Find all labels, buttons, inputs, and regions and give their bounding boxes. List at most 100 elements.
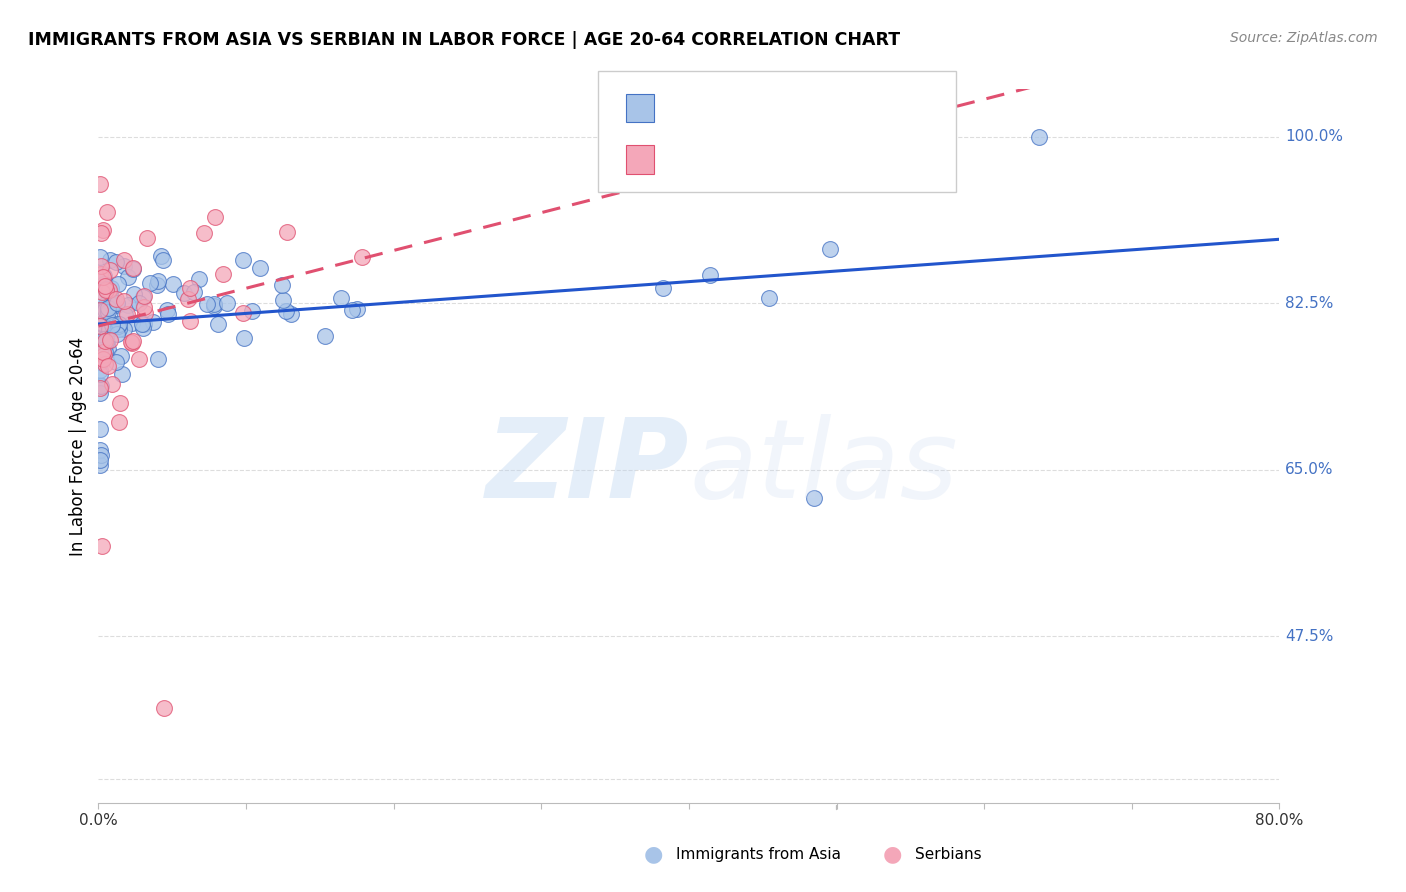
Point xyxy=(146,351,169,366)
Point xyxy=(195,297,218,311)
Point xyxy=(202,299,225,313)
Point xyxy=(97,301,120,315)
Text: 100.0%: 100.0% xyxy=(1285,129,1343,145)
Point xyxy=(271,278,294,293)
Point xyxy=(96,336,118,351)
Text: ●: ● xyxy=(644,845,664,864)
Point xyxy=(104,255,127,269)
Point xyxy=(121,335,143,350)
Point xyxy=(96,297,118,311)
Point xyxy=(139,276,162,290)
Point xyxy=(122,260,145,275)
Point xyxy=(142,315,165,329)
Point xyxy=(162,277,184,291)
Point xyxy=(93,268,115,283)
Point xyxy=(93,351,115,366)
Point xyxy=(207,317,229,331)
Point xyxy=(96,205,118,219)
Point xyxy=(112,253,135,268)
Point xyxy=(120,334,142,349)
Point xyxy=(93,345,115,359)
Point xyxy=(134,306,156,320)
Point xyxy=(98,333,121,347)
Point xyxy=(89,368,111,382)
Point xyxy=(100,281,122,295)
Text: 107: 107 xyxy=(794,101,824,115)
Point xyxy=(131,318,153,332)
Point xyxy=(117,297,139,311)
Point xyxy=(132,301,155,315)
Point xyxy=(94,278,117,293)
Point xyxy=(96,359,118,374)
Point xyxy=(91,345,114,359)
Point xyxy=(90,226,112,240)
Text: N =: N = xyxy=(756,153,796,167)
Point xyxy=(101,377,124,392)
Text: 47.5%: 47.5% xyxy=(1285,629,1333,644)
Point xyxy=(179,314,201,328)
Point xyxy=(100,297,122,311)
Point xyxy=(89,267,111,281)
Point xyxy=(89,319,111,334)
Point xyxy=(91,322,114,336)
Point xyxy=(97,285,120,299)
Text: Serbians: Serbians xyxy=(915,847,981,862)
Point xyxy=(202,297,225,311)
Point xyxy=(94,331,117,345)
Point xyxy=(108,321,131,335)
Point xyxy=(330,291,353,305)
Point xyxy=(187,272,209,286)
Point xyxy=(249,261,271,276)
Point xyxy=(96,303,118,318)
Point xyxy=(90,449,112,463)
Point xyxy=(89,363,111,377)
Point xyxy=(280,307,302,321)
Point xyxy=(89,385,111,400)
Point xyxy=(90,317,112,331)
Point xyxy=(803,491,825,506)
Point xyxy=(276,225,298,239)
Point xyxy=(94,303,117,318)
Point xyxy=(146,277,169,292)
Text: ●: ● xyxy=(883,845,903,864)
Point xyxy=(89,458,111,472)
Point xyxy=(89,378,111,392)
Text: Source: ZipAtlas.com: Source: ZipAtlas.com xyxy=(1230,31,1378,45)
Point xyxy=(156,302,179,317)
Point xyxy=(91,223,114,237)
Point xyxy=(350,250,373,264)
Point xyxy=(232,306,254,320)
Text: 0.205: 0.205 xyxy=(700,153,744,167)
Point xyxy=(89,303,111,318)
Point xyxy=(89,343,111,357)
Point xyxy=(122,286,145,301)
Point xyxy=(240,304,263,318)
Point xyxy=(156,307,179,321)
Point xyxy=(89,378,111,392)
Point xyxy=(101,318,124,333)
Point xyxy=(105,326,128,341)
Point xyxy=(204,210,226,224)
Point xyxy=(97,284,120,298)
Point xyxy=(97,343,120,357)
Point xyxy=(96,335,118,350)
Point xyxy=(274,304,297,318)
Point xyxy=(107,319,129,334)
Point xyxy=(89,422,111,436)
Point xyxy=(134,289,156,303)
Point xyxy=(98,287,121,301)
Point xyxy=(128,295,150,310)
Point xyxy=(146,274,169,288)
Point xyxy=(89,443,111,458)
Point xyxy=(98,262,121,277)
Point xyxy=(97,321,120,335)
Point xyxy=(91,285,114,299)
Point xyxy=(90,303,112,318)
Point xyxy=(132,318,155,332)
Point xyxy=(89,381,111,395)
Point xyxy=(271,293,294,307)
Point xyxy=(232,253,254,268)
Point xyxy=(108,317,131,331)
Point xyxy=(96,301,118,315)
Point xyxy=(105,298,128,312)
